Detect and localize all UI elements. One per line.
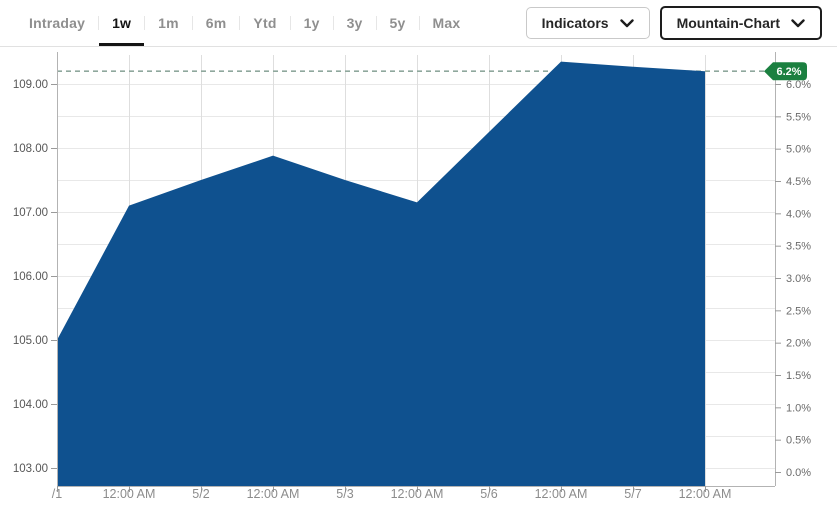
indicators-button-label: Indicators <box>541 15 609 31</box>
time-axis-label: 12:00 AM <box>535 487 588 501</box>
time-axis-label: 5/2 <box>192 487 209 501</box>
price-axis: 109.00 108.00 107.00 106.00 105.00 104.00 103.… <box>13 79 57 475</box>
tab-3y[interactable]: 3y <box>346 15 363 31</box>
tab-separator <box>191 16 193 30</box>
tab-separator <box>98 16 100 30</box>
price-axis-label: 106.00 <box>13 271 48 283</box>
percent-axis-label: 0.0% <box>786 467 811 479</box>
price-axis-label: 105.00 <box>13 335 48 347</box>
axes <box>57 52 776 487</box>
time-axis-label: 12:00 AM <box>679 487 732 501</box>
change-badge: 6.2% <box>764 62 807 81</box>
tab-separator <box>239 16 241 30</box>
percent-axis-label: 1.5% <box>786 370 811 382</box>
tab-ytd[interactable]: Ytd <box>253 15 277 31</box>
tab-separator <box>144 16 146 30</box>
price-axis-label: 104.00 <box>13 399 48 411</box>
chart-type-button[interactable]: Mountain-Chart <box>659 6 822 40</box>
indicators-button[interactable]: Indicators <box>525 7 650 39</box>
price-axis-label: 107.00 <box>13 207 48 219</box>
percent-axis-label: 3.5% <box>786 241 811 253</box>
time-axis: /1 12:00 AM 5/2 12:00 AM 5/3 12:00 AM 5/6 12:00… <box>52 486 732 501</box>
percent-axis-label: 5.0% <box>786 144 811 156</box>
chart-area[interactable]: 109.00 108.00 107.00 106.00 105.00 104.00 103.… <box>0 47 837 525</box>
toolbar-buttons: Indicators Mountain-Chart <box>525 0 837 46</box>
chart-toolbar: Intraday 1w 1m 6m Ytd 1y 3y 5y Max Indicators Mo… <box>0 0 837 47</box>
tab-1m[interactable]: 1m <box>158 15 179 31</box>
price-axis-label: 108.00 <box>13 143 48 155</box>
mountain-chart: 109.00 108.00 107.00 106.00 105.00 104.00 103.… <box>13 52 811 501</box>
tab-separator <box>375 16 377 30</box>
tab-separator <box>289 16 291 30</box>
tab-6m[interactable]: 6m <box>205 15 227 31</box>
chevron-down-icon <box>619 18 634 27</box>
tab-max[interactable]: Max <box>432 15 461 31</box>
price-axis-label: 103.00 <box>13 463 48 475</box>
time-axis-label: 12:00 AM <box>247 487 300 501</box>
time-range-tabs: Intraday 1w 1m 6m Ytd 1y 3y 5y Max <box>0 0 473 46</box>
tab-5y[interactable]: 5y <box>389 15 406 31</box>
percent-axis-label: 2.5% <box>786 305 811 317</box>
tab-separator <box>418 16 420 30</box>
percent-axis-label: 4.5% <box>786 176 811 188</box>
time-axis-label: /1 <box>52 487 62 501</box>
time-axis-label: 12:00 AM <box>391 487 444 501</box>
chart-type-button-label: Mountain-Chart <box>676 15 780 31</box>
change-badge-label: 6.2% <box>776 66 801 78</box>
percent-axis-label: 2.0% <box>786 338 811 350</box>
percent-axis-label: 0.5% <box>786 435 811 447</box>
percent-axis-label: 6.0% <box>786 79 811 91</box>
price-axis-label: 109.00 <box>13 79 48 91</box>
time-axis-label: 12:00 AM <box>103 487 156 501</box>
percent-axis-label: 4.0% <box>786 208 811 220</box>
tab-1y[interactable]: 1y <box>303 15 320 31</box>
percent-axis: 6.0% 5.5% 5.0% 4.5% 4.0% 3.5% 3.0% 2.5% 2.0% 1.5%… <box>775 79 811 479</box>
time-axis-label: 5/3 <box>336 487 353 501</box>
time-axis-label: 5/7 <box>624 487 641 501</box>
chevron-down-icon <box>791 18 805 27</box>
price-area-series <box>57 61 705 486</box>
percent-axis-label: 3.0% <box>786 273 811 285</box>
time-axis-label: 5/6 <box>480 487 497 501</box>
percent-axis-label: 5.5% <box>786 111 811 123</box>
tab-1w[interactable]: 1w <box>99 0 145 46</box>
tab-intraday[interactable]: Intraday <box>29 15 86 31</box>
tab-separator <box>332 16 334 30</box>
percent-axis-label: 1.0% <box>786 402 811 414</box>
